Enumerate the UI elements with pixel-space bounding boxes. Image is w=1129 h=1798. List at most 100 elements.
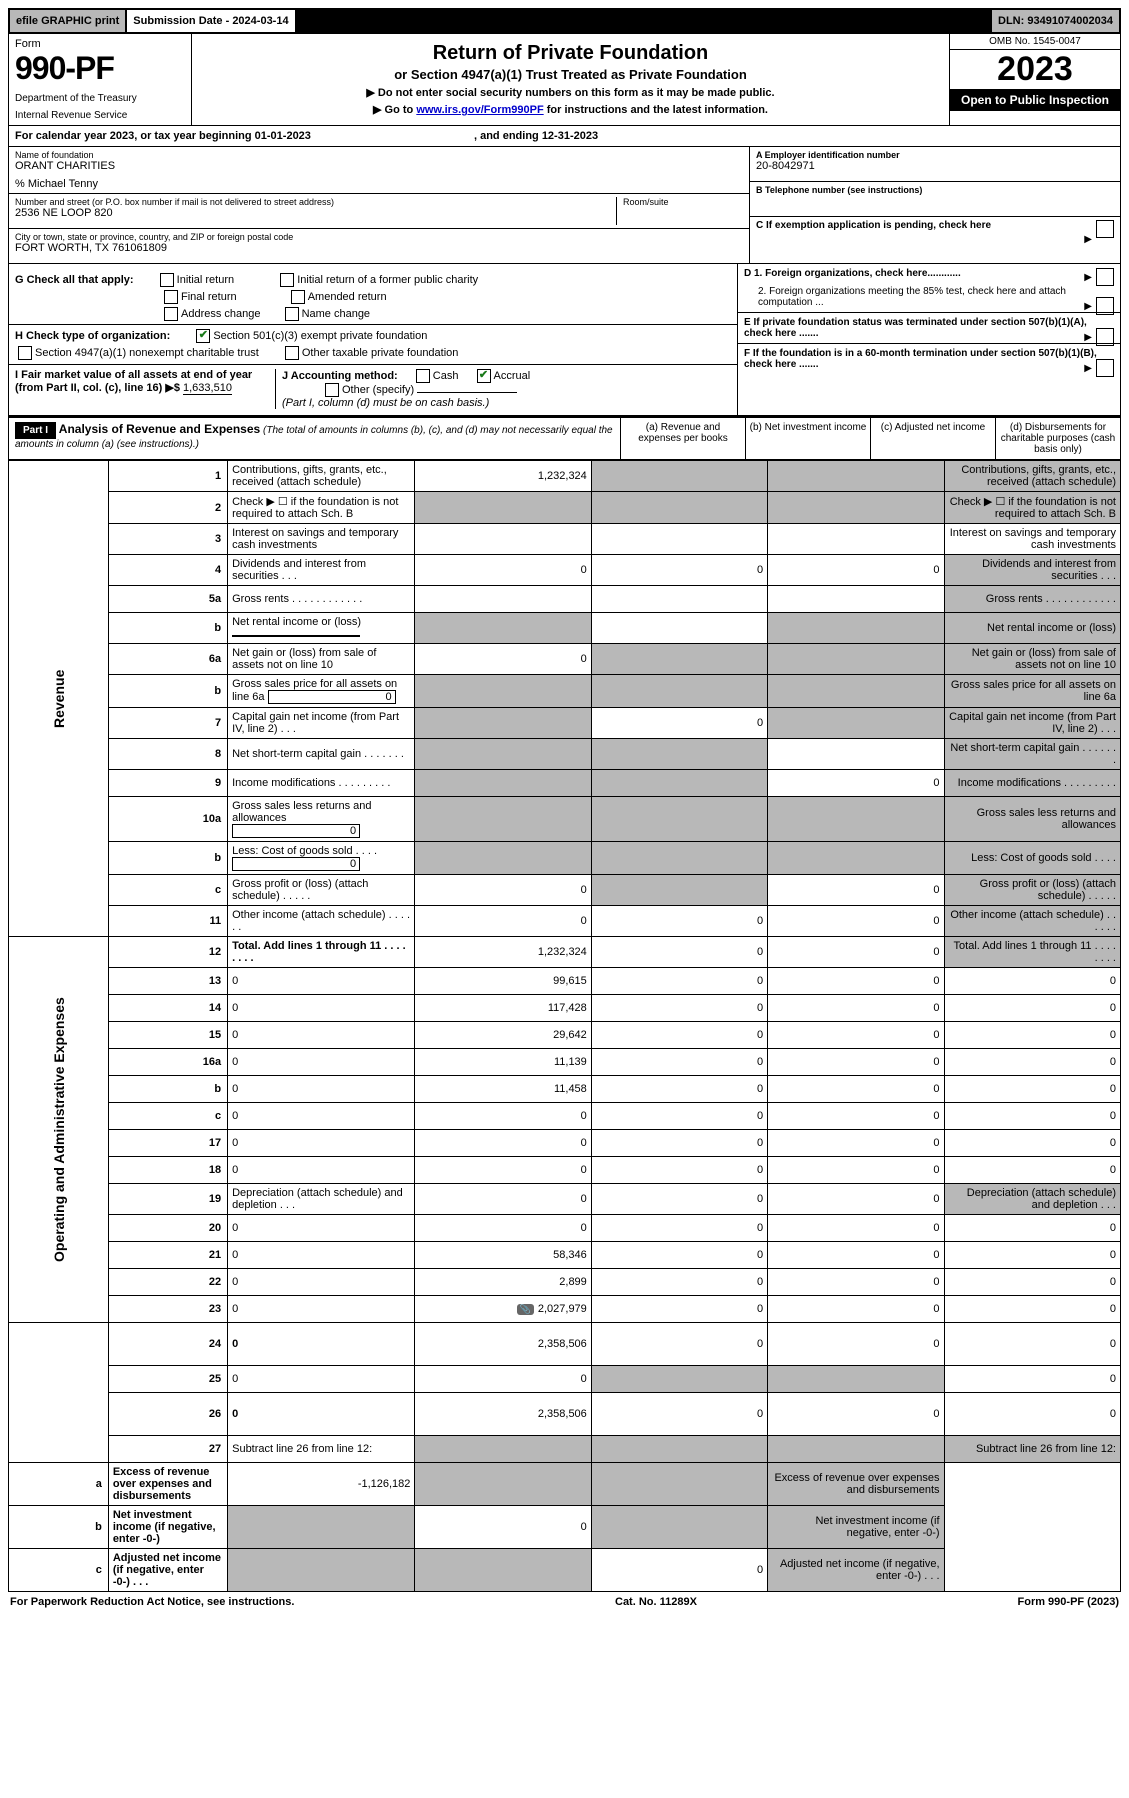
e-cb[interactable] bbox=[1096, 328, 1114, 346]
cat-number: Cat. No. 11289X bbox=[615, 1596, 697, 1608]
f-label: F If the foundation is in a 60-month ter… bbox=[744, 348, 1097, 370]
line-description: Gross profit or (loss) (attach schedule)… bbox=[228, 875, 415, 906]
table-row: cGross profit or (loss) (attach schedule… bbox=[9, 875, 1121, 906]
h-label: H Check type of organization: bbox=[15, 330, 170, 342]
form-title: Return of Private Foundation bbox=[198, 42, 943, 65]
cell-a: 1,232,324 bbox=[415, 937, 591, 968]
line-description: 0 bbox=[228, 1323, 415, 1366]
part1-header: Part I Analysis of Revenue and Expenses … bbox=[8, 416, 1121, 460]
dept-treasury: Department of the Treasury bbox=[15, 93, 185, 104]
cell-c: 0 bbox=[768, 555, 944, 586]
cell-b: 0 bbox=[591, 1184, 767, 1215]
cell-d: 0 bbox=[944, 1076, 1120, 1103]
initial-former-cb[interactable] bbox=[280, 273, 294, 287]
table-row: Revenue1Contributions, gifts, grants, et… bbox=[9, 461, 1121, 492]
form-word: Form bbox=[15, 38, 185, 50]
cell-c: 0 bbox=[768, 1103, 944, 1130]
cell-b bbox=[591, 644, 767, 675]
cell-a: 0 bbox=[415, 1215, 591, 1242]
table-row: bNet rental income or (loss) Net rental … bbox=[9, 613, 1121, 644]
city-state-zip: FORT WORTH, TX 761061809 bbox=[15, 242, 743, 254]
cell-c bbox=[768, 797, 944, 842]
attachment-icon[interactable]: 📎 bbox=[517, 1304, 534, 1315]
cash-cb[interactable] bbox=[416, 369, 430, 383]
cell-c bbox=[768, 675, 944, 708]
line-number: b bbox=[9, 1506, 109, 1549]
line-description: 0 bbox=[228, 995, 415, 1022]
cell-b bbox=[591, 613, 767, 644]
line-number: b bbox=[108, 1076, 227, 1103]
form990pf-link[interactable]: www.irs.gov/Form990PF bbox=[416, 104, 543, 116]
tax-year: 2023 bbox=[950, 50, 1120, 89]
cell-a: 0 bbox=[415, 644, 591, 675]
street-address: 2536 NE LOOP 820 bbox=[15, 207, 610, 219]
omb-number: OMB No. 1545-0047 bbox=[950, 34, 1120, 50]
line-description: Total. Add lines 1 through 11 . . . . . … bbox=[228, 937, 415, 968]
name-label: Name of foundation bbox=[15, 150, 743, 160]
cell-b bbox=[591, 586, 767, 613]
cell-d: Gross sales less returns and allowances bbox=[944, 797, 1120, 842]
part1-badge: Part I bbox=[15, 422, 56, 439]
4947-cb[interactable] bbox=[18, 346, 32, 360]
line-description: 0 bbox=[228, 1269, 415, 1296]
cell-a: 0 bbox=[415, 906, 591, 937]
cell-d: Excess of revenue over expenses and disb… bbox=[768, 1463, 944, 1506]
line-description: 0 bbox=[228, 1157, 415, 1184]
cell-d: 0 bbox=[944, 1269, 1120, 1296]
line-description: Adjusted net income (if negative, enter … bbox=[108, 1549, 227, 1592]
line-number: 9 bbox=[108, 770, 227, 797]
line-description: 0 bbox=[228, 1242, 415, 1269]
line-number: 11 bbox=[108, 906, 227, 937]
line-description: Depreciation (attach schedule) and deple… bbox=[228, 1184, 415, 1215]
cell-c: 0 bbox=[768, 1049, 944, 1076]
d1-cb[interactable] bbox=[1096, 268, 1114, 286]
final-return-cb[interactable] bbox=[164, 290, 178, 304]
name-change-cb[interactable] bbox=[285, 307, 299, 321]
line-description: 0 bbox=[228, 1022, 415, 1049]
cell-d: Net rental income or (loss) bbox=[944, 613, 1120, 644]
f-cb[interactable] bbox=[1096, 359, 1114, 377]
cell-a bbox=[415, 524, 591, 555]
cell-b: 0 bbox=[591, 995, 767, 1022]
table-row: 15029,642000 bbox=[9, 1022, 1121, 1049]
line-description: Gross sales less returns and allowances … bbox=[228, 797, 415, 842]
table-row: b011,458000 bbox=[9, 1076, 1121, 1103]
line-number: 14 bbox=[108, 995, 227, 1022]
cell-b bbox=[415, 1549, 591, 1592]
table-row: 2202,899000 bbox=[9, 1269, 1121, 1296]
501c3-cb[interactable] bbox=[196, 329, 210, 343]
line-number: 19 bbox=[108, 1184, 227, 1215]
other-method-cb[interactable] bbox=[325, 383, 339, 397]
cell-b: 0 bbox=[591, 968, 767, 995]
cell-a: 2,358,506 bbox=[415, 1393, 591, 1436]
amended-return-cb[interactable] bbox=[291, 290, 305, 304]
address-change-cb[interactable] bbox=[164, 307, 178, 321]
part1-title: Analysis of Revenue and Expenses bbox=[59, 422, 260, 436]
exemption-checkbox[interactable] bbox=[1096, 220, 1114, 238]
cell-a bbox=[415, 492, 591, 524]
cell-a: 0 bbox=[415, 1157, 591, 1184]
table-row: bGross sales price for all assets on lin… bbox=[9, 675, 1121, 708]
line-number: 2 bbox=[108, 492, 227, 524]
table-row: bNet investment income (if negative, ent… bbox=[9, 1506, 1121, 1549]
line-number: c bbox=[108, 1103, 227, 1130]
line-description: 0 bbox=[228, 1076, 415, 1103]
form-header: Form 990-PF Department of the Treasury I… bbox=[8, 34, 1121, 126]
cell-a: 0 bbox=[415, 555, 591, 586]
cell-c bbox=[768, 842, 944, 875]
d2-cb[interactable] bbox=[1096, 297, 1114, 315]
cell-b: 0 bbox=[591, 906, 767, 937]
other-taxable-cb[interactable] bbox=[285, 346, 299, 360]
cell-d: Subtract line 26 from line 12: bbox=[944, 1436, 1120, 1463]
table-row: 2000000 bbox=[9, 1215, 1121, 1242]
cell-c: 0 bbox=[768, 1157, 944, 1184]
table-row: bLess: Cost of goods sold . . . . 0Less:… bbox=[9, 842, 1121, 875]
accrual-cb[interactable] bbox=[477, 369, 491, 383]
line-number: 4 bbox=[108, 555, 227, 586]
calendar-year-row: For calendar year 2023, or tax year begi… bbox=[8, 126, 1121, 147]
cell-a bbox=[415, 770, 591, 797]
initial-return-cb[interactable] bbox=[160, 273, 174, 287]
cell-d: Other income (attach schedule) . . . . .… bbox=[944, 906, 1120, 937]
cell-a: 0 bbox=[415, 1366, 591, 1393]
cell-d: Adjusted net income (if negative, enter … bbox=[768, 1549, 944, 1592]
